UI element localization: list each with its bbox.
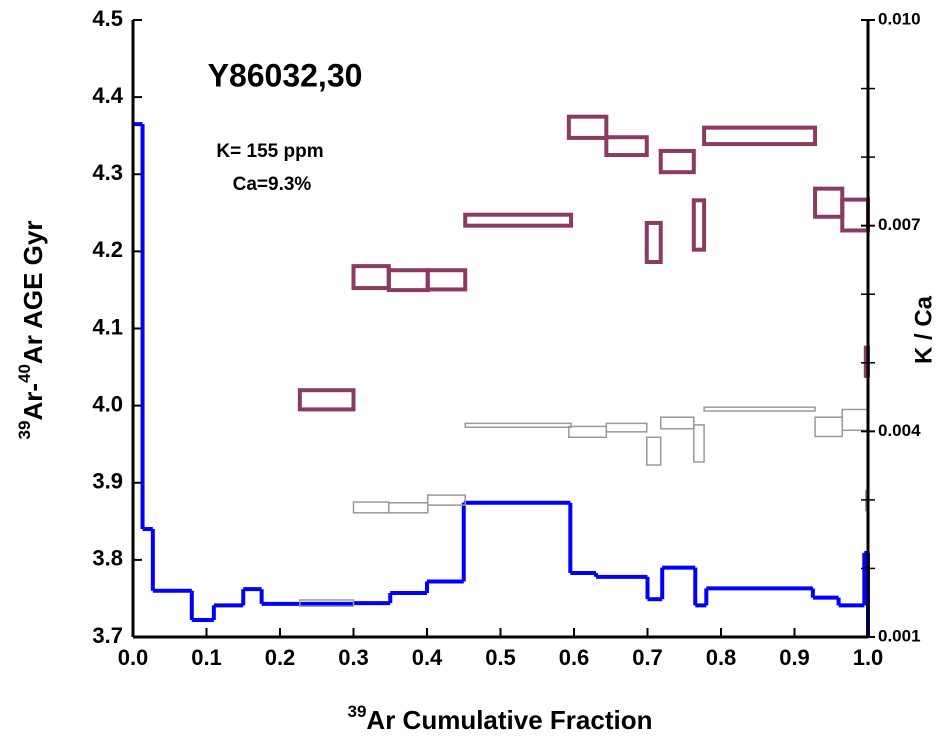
y2-tick-label: 0.007 xyxy=(878,215,921,234)
error-box xyxy=(814,416,844,438)
x-tick-label: 0.9 xyxy=(779,645,810,670)
x-tick-label: 0.4 xyxy=(412,645,443,670)
superscript: 40 xyxy=(15,364,34,383)
x-tick-label: 0.8 xyxy=(706,645,737,670)
error-box xyxy=(605,422,648,433)
error-box xyxy=(386,268,430,293)
label-text: Ar- xyxy=(18,383,48,421)
error-box xyxy=(352,501,390,514)
x-axis-label: 39Ar Cumulative Fraction xyxy=(348,702,653,734)
error-box xyxy=(702,125,818,147)
y-tick-label: 4.0 xyxy=(92,391,123,416)
x-tick-label: 0.3 xyxy=(338,645,369,670)
error-box xyxy=(691,198,707,252)
error-box xyxy=(658,148,696,175)
error-box xyxy=(425,268,468,292)
error-box xyxy=(568,425,608,438)
x-tick-label: 0.6 xyxy=(559,645,590,670)
x-tick-label: 1.0 xyxy=(853,645,884,670)
annotation: Ca=9.3% xyxy=(233,174,312,195)
y-tick-label: 4.4 xyxy=(92,83,123,108)
superscript: 39 xyxy=(15,421,34,440)
y-tick-label: 3.9 xyxy=(92,469,123,494)
y-axis-label: 39Ar-40Ar AGE Gyr xyxy=(15,221,47,440)
y2-tick-label: 0.004 xyxy=(878,421,921,440)
y2-tick-label: 0.001 xyxy=(878,626,921,645)
y2-tick-label: 0.010 xyxy=(878,9,921,28)
y-tick-label: 4.5 xyxy=(92,6,123,31)
error-box xyxy=(693,424,705,463)
y-tick-label: 3.8 xyxy=(92,546,123,571)
y-tick-label: 3.7 xyxy=(92,623,123,648)
chart-title: Y86032,30 xyxy=(208,57,363,93)
y-tick-label: 4.2 xyxy=(92,237,123,262)
error-box xyxy=(426,494,466,506)
error-box xyxy=(351,264,391,291)
x-tick-label: 0.7 xyxy=(632,645,663,670)
error-box xyxy=(703,406,816,412)
x-tick-label: 0.5 xyxy=(485,645,516,670)
error-box xyxy=(813,186,845,219)
x-tick-label: 0.1 xyxy=(191,645,222,670)
error-box xyxy=(299,599,355,607)
superscript: 39 xyxy=(348,702,367,721)
error-box xyxy=(841,408,869,432)
y-tick-label: 4.1 xyxy=(92,314,123,339)
error-box xyxy=(566,114,609,140)
annotation: K= 155 ppm xyxy=(216,141,323,162)
label-text: Ar Cumulative Fraction xyxy=(366,705,652,735)
error-box xyxy=(464,422,572,428)
y2-axis-label: K / Ca xyxy=(910,295,937,364)
error-box xyxy=(644,220,663,265)
label-text: Ar AGE Gyr xyxy=(18,221,48,365)
error-box xyxy=(388,502,429,514)
error-box xyxy=(646,436,662,466)
y-tick-label: 4.3 xyxy=(92,160,123,185)
error-box xyxy=(297,388,356,412)
x-tick-label: 0.0 xyxy=(118,645,149,670)
error-box xyxy=(659,416,695,430)
error-box xyxy=(604,135,649,158)
x-tick-label: 0.2 xyxy=(265,645,296,670)
error-box xyxy=(463,212,574,228)
